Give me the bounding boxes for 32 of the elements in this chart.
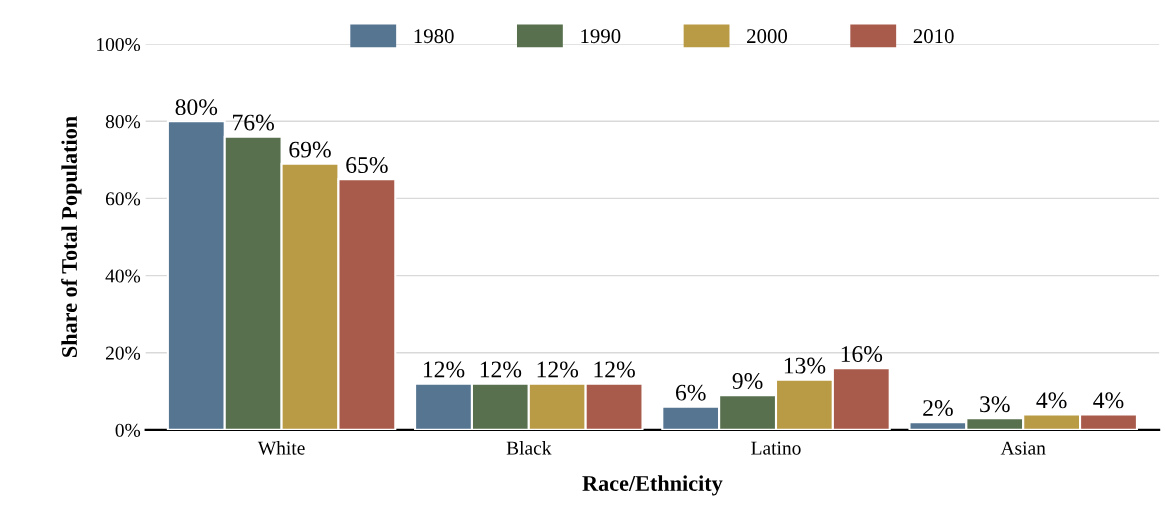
data-label: 80% [175, 99, 218, 116]
data-label: 76% [233, 114, 274, 131]
data-label: 2% [923, 400, 953, 417]
legend-label: 2010 [913, 29, 954, 44]
y-tick-label: 20% [105, 346, 141, 360]
x-tick-label: White [257, 441, 305, 455]
y-axis-title: Share of Total Population [61, 116, 82, 357]
y-tick-label: 0% [115, 423, 141, 437]
x-tick-label: Latino [751, 441, 801, 455]
data-label: 69% [289, 141, 331, 158]
y-tick-label: 60% [105, 192, 141, 206]
legend-label: 2000 [747, 29, 788, 44]
y-tick-label: 100% [97, 37, 141, 52]
legend-label: 1990 [581, 29, 621, 44]
x-tick-label: Asian [1000, 441, 1046, 455]
data-label: 3% [980, 396, 1010, 413]
data-label: 4% [1036, 392, 1067, 409]
data-label: 9% [732, 373, 763, 390]
x-axis-title: Race/Ethnicity [582, 475, 723, 496]
data-label: 12% [480, 361, 522, 378]
data-label: 16% [841, 346, 883, 363]
y-tick-label: 40% [105, 269, 141, 283]
data-label: 12% [594, 361, 635, 378]
data-label: 6% [676, 384, 706, 401]
data-label: 12% [423, 361, 465, 378]
data-label: 4% [1093, 392, 1124, 409]
data-label: 13% [784, 357, 826, 374]
data-label: 65% [346, 157, 388, 174]
data-label: 12% [537, 361, 579, 378]
legend-label: 1980 [414, 29, 454, 44]
x-tick-label: Black [506, 441, 552, 455]
y-tick-label: 80% [105, 115, 141, 129]
